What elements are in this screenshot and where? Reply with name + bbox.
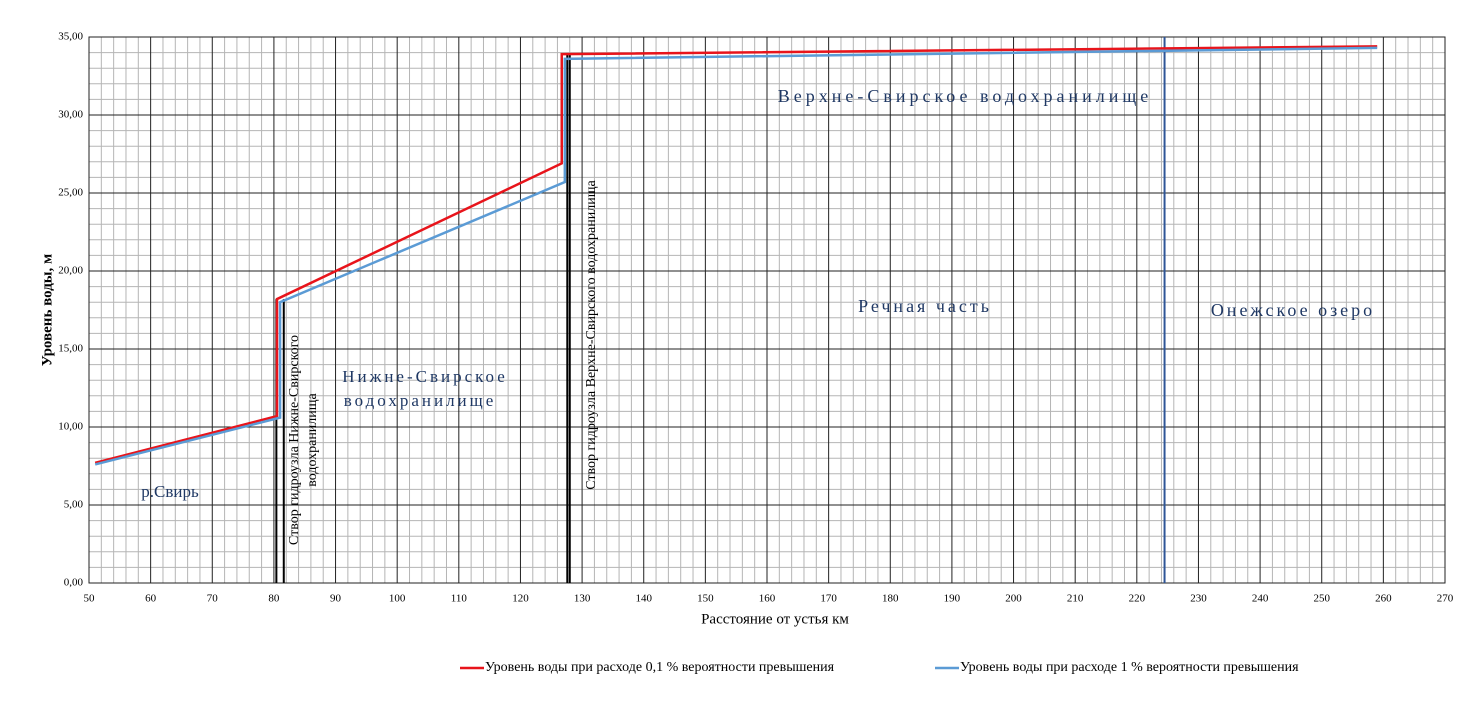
- y-tick-label: 25,00: [58, 187, 83, 199]
- x-tick-label: 180: [882, 593, 899, 605]
- x-tick-label: 190: [944, 593, 961, 605]
- y-axis-label: Уровень воды, м: [39, 254, 55, 366]
- annotation: Речная часть: [858, 296, 992, 316]
- x-tick-label: 100: [389, 593, 406, 605]
- legend-label: Уровень воды при расходе 0,1 % вероятнос…: [485, 660, 835, 675]
- legend-label: Уровень воды при расходе 1 % вероятности…: [960, 660, 1299, 675]
- x-tick-label: 50: [84, 593, 96, 605]
- x-tick-label: 260: [1375, 593, 1392, 605]
- plot-border: [88, 36, 1446, 584]
- y-tick-label: 5,00: [64, 499, 84, 511]
- x-tick-label: 140: [635, 593, 652, 605]
- x-tick-label: 210: [1067, 593, 1084, 605]
- annotation: водохранилища: [305, 392, 320, 486]
- annotation: Створ гидроузла Верхне-Свирского водохра…: [584, 179, 599, 489]
- x-tick-label: 120: [512, 593, 529, 605]
- series-line: [94, 46, 1378, 466]
- annotation: р.Свирь: [141, 482, 199, 501]
- x-tick-label: 90: [330, 593, 342, 605]
- y-tick-label: 15,00: [58, 343, 83, 355]
- x-tick-label: 160: [759, 593, 776, 605]
- y-tick-label: 10,00: [58, 421, 83, 433]
- annotation: Онежское озеро: [1211, 300, 1375, 320]
- annotation: Верхне-Свирское водохранилище: [778, 86, 1153, 106]
- y-tick-label: 35,00: [58, 31, 83, 43]
- x-tick-label: 80: [268, 593, 280, 605]
- series-line: [94, 45, 1378, 465]
- annotation: Нижне-Свирское: [342, 367, 508, 386]
- x-tick-label: 240: [1252, 593, 1269, 605]
- x-tick-label: 60: [145, 593, 157, 605]
- x-tick-label: 110: [451, 593, 468, 605]
- y-tick-label: 30,00: [58, 109, 83, 121]
- x-tick-label: 250: [1313, 593, 1330, 605]
- x-tick-label: 230: [1190, 593, 1207, 605]
- y-tick-label: 20,00: [58, 265, 83, 277]
- x-tick-label: 220: [1129, 593, 1146, 605]
- x-tick-label: 150: [697, 593, 714, 605]
- x-tick-label: 70: [207, 593, 219, 605]
- annotation: Створ гидроузла Нижне-Свирского: [287, 335, 302, 545]
- x-tick-label: 270: [1437, 593, 1454, 605]
- y-tick-label: 0,00: [64, 577, 84, 589]
- annotation: водохранилище: [344, 391, 497, 410]
- x-tick-label: 130: [574, 593, 591, 605]
- x-axis-label: Расстояние от устья км: [701, 611, 849, 627]
- x-tick-label: 170: [820, 593, 837, 605]
- x-tick-label: 200: [1005, 593, 1022, 605]
